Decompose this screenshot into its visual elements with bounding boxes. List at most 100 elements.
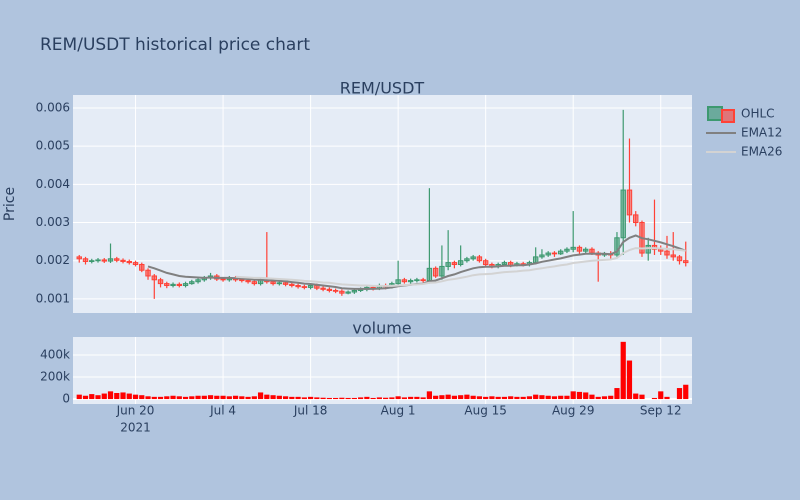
candle-body [114, 258, 120, 261]
candle-body [620, 189, 626, 239]
volume-bar [551, 396, 558, 400]
volume-bar [608, 395, 614, 400]
x-tick-label: Aug 29 [552, 404, 595, 418]
candle-body [189, 281, 195, 285]
candle-body [339, 290, 345, 294]
volume-bar [307, 396, 314, 400]
candle-body [107, 258, 114, 262]
x-tick-label: Jul 4 [209, 404, 236, 418]
volume-bar [289, 396, 295, 400]
candle-body [245, 280, 251, 283]
volume-bar [339, 397, 345, 400]
volume-bar [533, 394, 539, 400]
legend-label: OHLC [741, 107, 775, 121]
volume-bar [458, 395, 464, 400]
candle-body [445, 262, 451, 267]
candle-body [151, 275, 157, 281]
candle-body [439, 265, 445, 277]
candle-body [670, 254, 676, 258]
candle-body [426, 267, 433, 282]
legend-label: EMA12 [741, 126, 782, 140]
candle-body [157, 279, 164, 285]
chart-title: REM/USDT historical price chart [40, 35, 310, 55]
volume-bar [239, 396, 245, 400]
y-axis-title: Price [2, 187, 18, 221]
volume-bar [439, 395, 445, 400]
candle-body [270, 281, 276, 285]
candle-body [645, 244, 651, 254]
subplot-title: volume [352, 319, 411, 338]
x-tick-label: Aug 1 [381, 404, 416, 418]
candle-body [401, 279, 408, 283]
candle-body [301, 286, 308, 288]
volume-bar [264, 394, 270, 400]
volume-bar [301, 397, 307, 400]
candle-body [282, 282, 289, 285]
volume-bar [358, 397, 364, 400]
x-tick-label: Jun 20 [116, 404, 155, 418]
candle-body [414, 279, 420, 282]
volume-bar [620, 341, 626, 400]
volume-bar [195, 395, 201, 400]
candle-body [82, 258, 89, 262]
candle-body [626, 189, 633, 216]
candle-body [683, 260, 689, 264]
candle-body [307, 285, 314, 288]
volume-bar [676, 388, 683, 400]
volume-bar [276, 395, 282, 400]
y-tick-label: 0.006 [36, 100, 70, 114]
candle-body [664, 250, 670, 256]
y-tick-label: 0.005 [36, 139, 70, 153]
volume-bar [476, 396, 483, 400]
candle-body [220, 278, 226, 281]
candle-body [276, 282, 283, 285]
candle-body [295, 285, 301, 288]
volume-bar [558, 395, 564, 400]
volume-bar [633, 393, 639, 400]
candle-body [432, 267, 439, 277]
volume-bar [370, 397, 376, 400]
volume-bar [508, 396, 514, 400]
candle-body [501, 262, 508, 266]
candle-body [120, 259, 126, 262]
volume-bar [539, 395, 545, 400]
candle-body [145, 269, 151, 277]
candle-body [195, 279, 201, 283]
candle-body [407, 280, 414, 283]
volume-bar [483, 396, 489, 400]
volume-bar [364, 396, 370, 400]
volume-bar [351, 397, 357, 400]
x-tick-label: Sep 12 [640, 404, 682, 418]
volume-bar [389, 397, 395, 400]
legend-label: EMA26 [741, 145, 782, 159]
volume-bar [514, 396, 520, 400]
candle-body [532, 256, 539, 264]
y-tick-label: 0.004 [36, 177, 70, 191]
candle-body [289, 283, 295, 287]
volume-bar [583, 392, 589, 400]
candle-body [132, 262, 139, 266]
volume-bar [270, 395, 276, 400]
volume-bar [220, 395, 226, 400]
candle-body [564, 248, 570, 252]
candle-body [351, 289, 358, 293]
volume-bar [176, 396, 182, 400]
candle-body [76, 256, 82, 260]
candle-body [482, 260, 489, 266]
volume-bar [520, 396, 526, 400]
volume-bar [76, 394, 82, 400]
candle-body [476, 256, 483, 262]
ema-line [235, 247, 686, 287]
volume-bar [126, 393, 132, 400]
candle-body [570, 246, 576, 250]
volume-bar [526, 396, 533, 400]
volume-bar [189, 396, 195, 400]
legend-swatch [707, 106, 723, 121]
x-tick-label: Jul 18 [293, 404, 328, 418]
volume-bar [345, 397, 351, 400]
volume-bar [470, 395, 476, 400]
candle-body [126, 260, 132, 264]
volume-bar [626, 360, 633, 400]
volume-plot-area [73, 337, 692, 404]
